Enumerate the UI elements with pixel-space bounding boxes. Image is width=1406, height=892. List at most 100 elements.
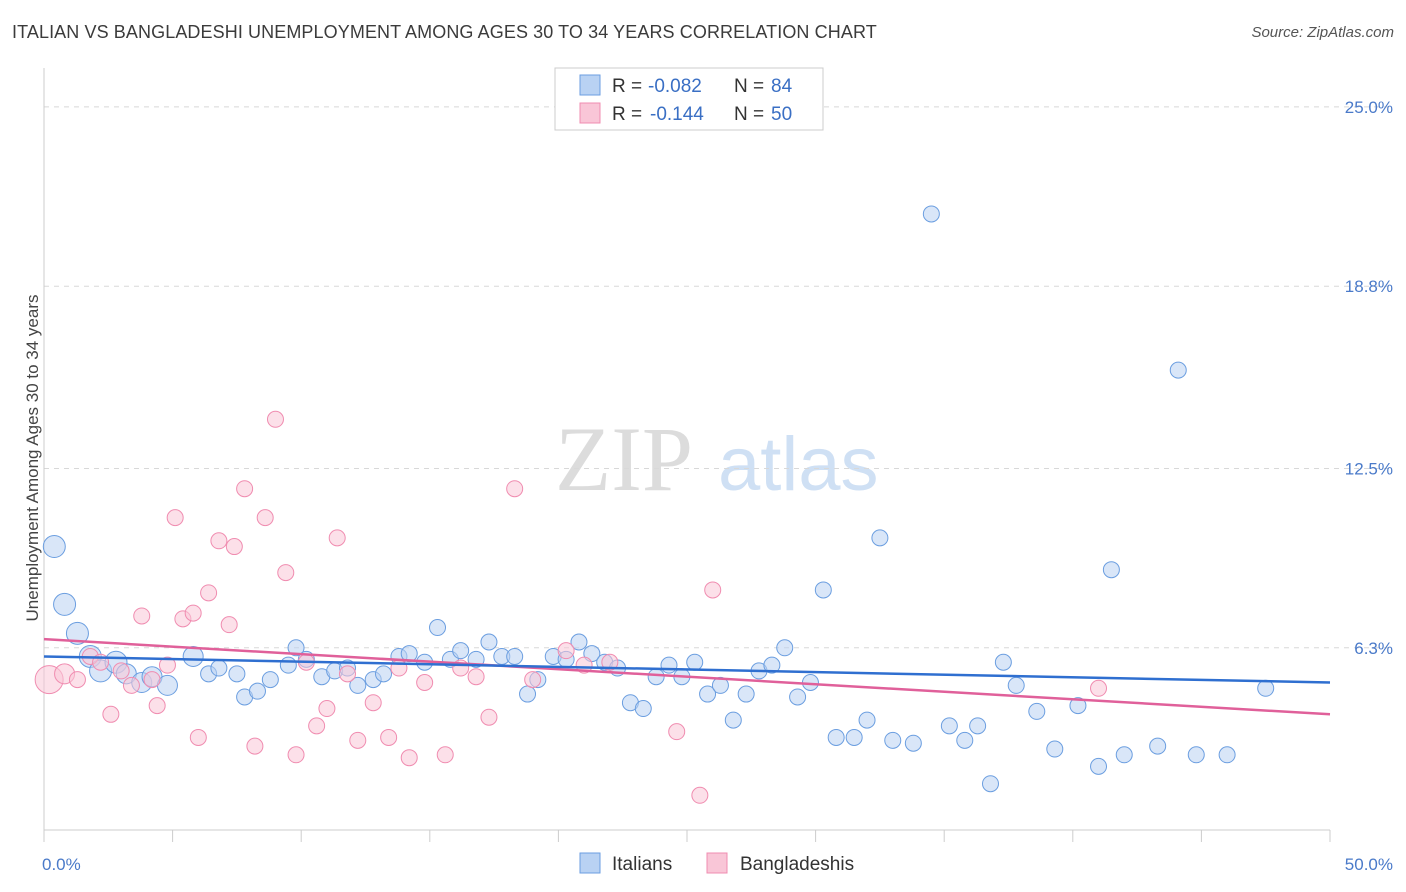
italians-point-57 <box>789 688 807 706</box>
bangladeshis-point-30 <box>338 665 356 683</box>
italians-point-73 <box>1028 702 1046 720</box>
bangladeshis-point-14 <box>184 604 202 622</box>
legend-n-label-italians: N = <box>734 76 764 97</box>
italians-point-53 <box>737 685 755 703</box>
series-legend-label-bangladeshis: Bangladeshis <box>740 854 854 875</box>
italians-point-74 <box>1046 740 1064 758</box>
bangladeshis-point-21 <box>246 737 264 755</box>
italians-point-59 <box>814 581 832 599</box>
series-legend-label-italians: Italians <box>612 854 672 875</box>
bangladeshis-point-22 <box>256 509 274 527</box>
bangladeshis-point-39 <box>467 668 485 686</box>
legend-r-label-bangladeshis: R = <box>612 104 642 125</box>
italians-point-69 <box>969 717 987 735</box>
bangladeshis-point-48 <box>704 581 722 599</box>
y-tick-label-0: 6.3% <box>1354 639 1393 658</box>
bangladeshis-point-36 <box>416 673 434 691</box>
bangladeshis-point-32 <box>364 694 382 712</box>
italians-point-79 <box>1149 737 1167 755</box>
bangladeshis-point-29 <box>328 529 346 547</box>
italians-point-40 <box>570 633 588 651</box>
bangladeshis-point-42 <box>524 671 542 689</box>
italians-point-23 <box>349 676 367 694</box>
legend-n-label-bangladeshis: N = <box>734 104 764 125</box>
italians-point-75 <box>1069 697 1087 715</box>
italians-point-0 <box>42 535 66 559</box>
bangladeshis-point-15 <box>189 728 207 746</box>
italians-point-77 <box>1102 561 1120 579</box>
stats-legend: R = -0.082 N = 84 R = -0.144 N = 50 <box>554 67 824 131</box>
italians-point-70 <box>981 775 999 793</box>
bangladeshis-point-18 <box>220 616 238 634</box>
italians-trend-line <box>43 655 1331 684</box>
bangladeshis-point-43 <box>557 642 575 660</box>
legend-r-value-bangladeshis: -0.144 <box>650 104 704 125</box>
series-legend-swatch-italians <box>579 852 601 874</box>
italians-point-56 <box>776 639 794 657</box>
legend-swatch-bangladeshis <box>579 102 601 124</box>
italians-point-76 <box>1090 757 1108 775</box>
italians-point-47 <box>660 656 678 674</box>
italians-point-66 <box>922 205 940 223</box>
italians-point-49 <box>686 653 704 671</box>
italians-point-33 <box>480 633 498 651</box>
italians-point-9 <box>156 674 178 696</box>
italians-point-31 <box>452 642 470 660</box>
bangladeshis-point-25 <box>287 746 305 764</box>
italians-point-71 <box>994 653 1012 671</box>
trend-lines <box>43 637 1331 716</box>
chart-title: ITALIAN VS BANGLADESHI UNEMPLOYMENT AMON… <box>12 22 877 42</box>
legend-r-label-italians: R = <box>612 76 642 97</box>
italians-point-46 <box>647 668 665 686</box>
bangladeshis-point-9 <box>143 671 161 689</box>
italians-point-63 <box>871 529 889 547</box>
italians-point-83 <box>1257 679 1275 697</box>
bangladeshis-point-19 <box>225 538 243 556</box>
bangladeshis-point-31 <box>349 731 367 749</box>
bangladeshis-point-23 <box>266 410 284 428</box>
italians-point-1 <box>53 592 77 616</box>
bangladeshis-trend-line <box>43 637 1331 716</box>
bangladeshis-point-17 <box>210 532 228 550</box>
grid-lines <box>44 106 1392 649</box>
italians-point-55 <box>763 656 781 674</box>
bangladeshis-point-24 <box>277 564 295 582</box>
italians-point-15 <box>248 682 266 700</box>
bangladeshis-point-28 <box>318 700 336 718</box>
italians-point-25 <box>375 665 393 683</box>
legend-swatch-italians <box>579 74 601 96</box>
bangladeshis-point-45 <box>601 653 619 671</box>
italians-point-64 <box>884 731 902 749</box>
bangladeshis-point-20 <box>236 480 254 498</box>
italians-point-12 <box>210 659 228 677</box>
bangladeshis-point-46 <box>668 723 686 741</box>
bangladeshis-point-12 <box>166 509 184 527</box>
italians-point-62 <box>858 711 876 729</box>
bangladeshis-point-16 <box>200 584 218 602</box>
bangladeshis-point-35 <box>400 749 418 767</box>
series-legend: Italians Bangladeshis <box>579 852 854 875</box>
italians-point-52 <box>724 711 742 729</box>
legend-n-value-italians: 84 <box>771 76 793 97</box>
italians-point-80 <box>1169 361 1187 379</box>
axes <box>43 68 1331 842</box>
source-label: Source: ZipAtlas.com <box>1251 24 1394 41</box>
italians-point-18 <box>287 639 305 657</box>
bangladeshis-point-8 <box>133 607 151 625</box>
italians-point-72 <box>1007 676 1025 694</box>
italians-point-81 <box>1187 746 1205 764</box>
italians-point-10 <box>182 645 204 667</box>
y-tick-label-2: 18.8% <box>1345 277 1393 296</box>
series-legend-swatch-bangladeshis <box>706 852 728 874</box>
bangladeshis-point-11 <box>158 656 176 674</box>
italians-point-35 <box>506 647 524 665</box>
bangladeshis-point-41 <box>506 480 524 498</box>
bangladeshis-point-40 <box>480 708 498 726</box>
watermark-atlas: atlas <box>718 422 879 507</box>
bangladeshis-point-5 <box>102 705 120 723</box>
italians-point-50 <box>699 685 717 703</box>
bangladeshis-point-10 <box>148 697 166 715</box>
italians-point-17 <box>279 656 297 674</box>
italians-point-2 <box>65 621 89 645</box>
